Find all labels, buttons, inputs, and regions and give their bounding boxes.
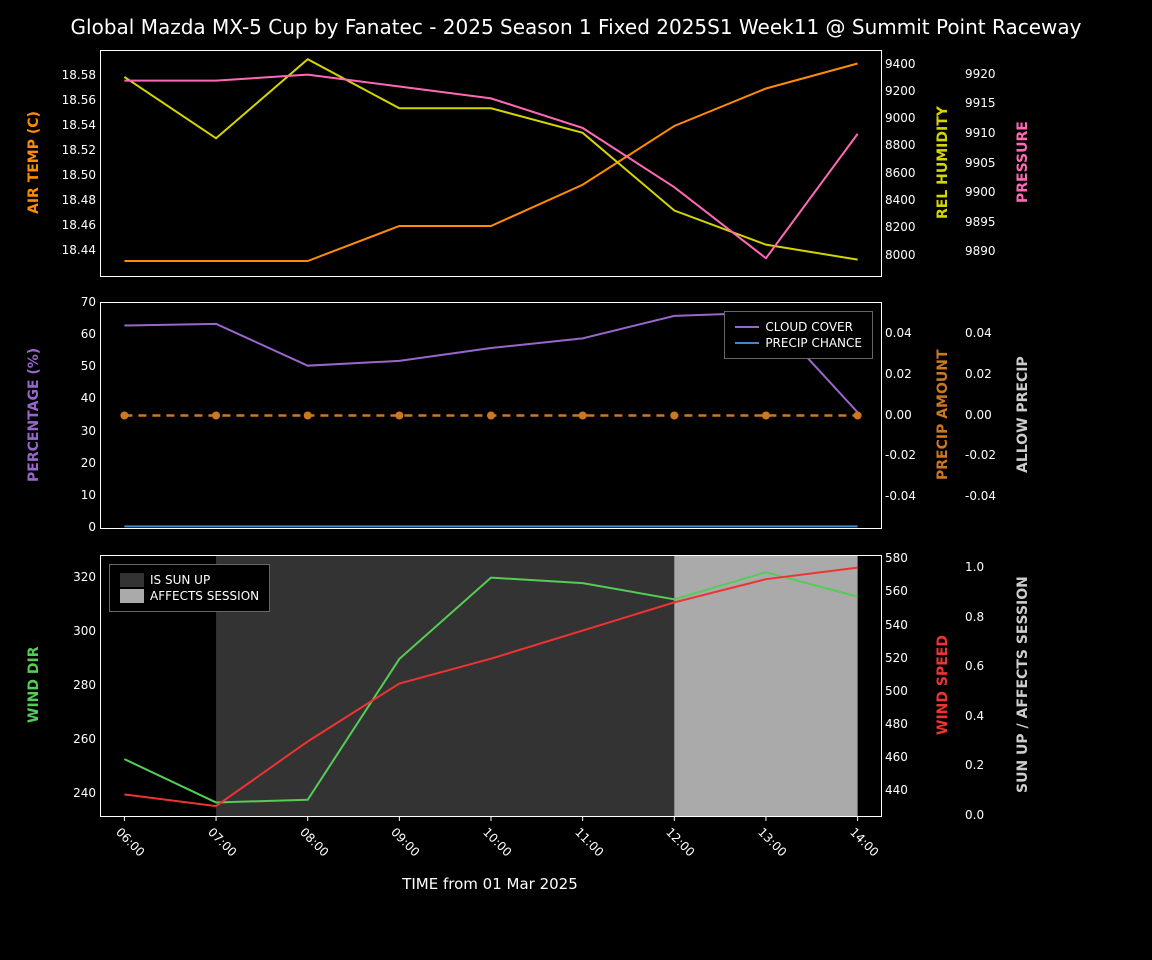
axis-wind-dir: WIND DIR: [26, 555, 42, 815]
chart-precipitation: CLOUD COVER PRECIP CHANCE: [100, 302, 882, 529]
axis-air-temp: AIR TEMP (C): [26, 50, 42, 275]
legend-wind: IS SUN UP AFFECTS SESSION: [109, 564, 270, 612]
axis-pressure: PRESSURE: [1015, 50, 1031, 275]
axis-wind-speed: WIND SPEED: [935, 555, 951, 815]
page-title: Global Mazda MX-5 Cup by Fanatec - 2025 …: [0, 0, 1152, 44]
axis-humidity: REL HUMIDITY: [935, 50, 951, 275]
legend-precip: CLOUD COVER PRECIP CHANCE: [724, 311, 873, 359]
chart-wind: IS SUN UP AFFECTS SESSION: [100, 555, 882, 817]
axis-precip-amount: PRECIP AMOUNT: [935, 302, 951, 527]
axis-sun-session: SUN UP / AFFECTS SESSION: [1015, 555, 1031, 815]
axis-percentage: PERCENTAGE (%): [26, 302, 42, 527]
chart-temperature: [100, 50, 882, 277]
axis-allow-precip: ALLOW PRECIP: [1015, 302, 1031, 527]
weather-dashboard: Global Mazda MX-5 Cup by Fanatec - 2025 …: [0, 0, 1152, 960]
x-axis-label: TIME from 01 Mar 2025: [100, 875, 880, 893]
